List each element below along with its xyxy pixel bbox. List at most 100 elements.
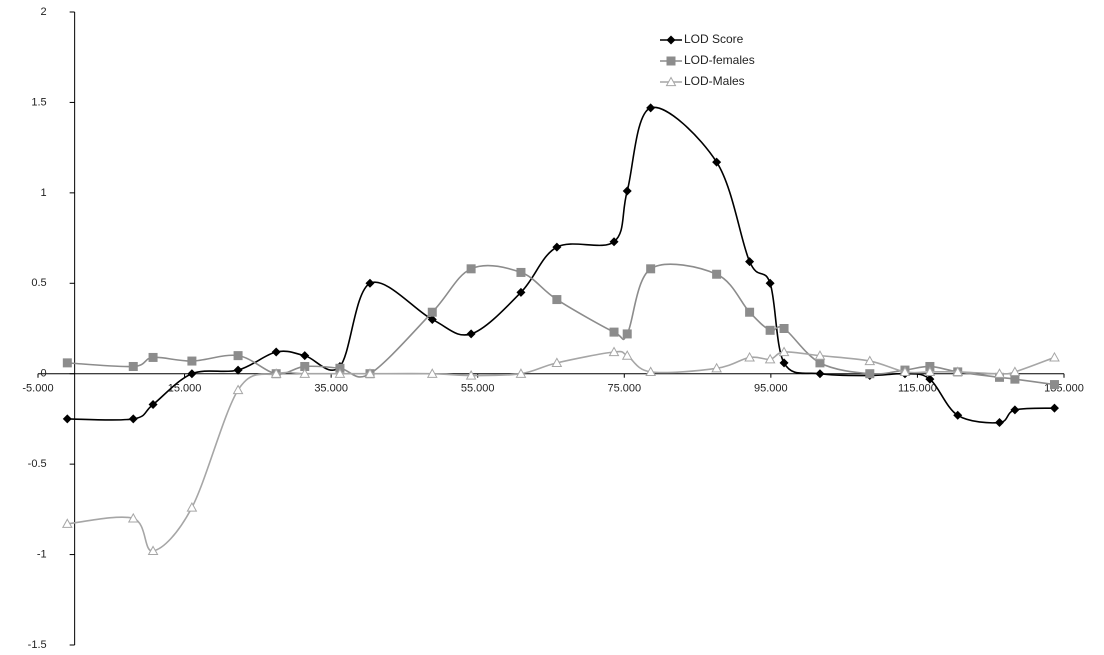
marker	[1049, 403, 1059, 413]
marker	[622, 186, 632, 196]
marker	[764, 353, 776, 364]
marker	[1010, 374, 1020, 384]
marker	[814, 350, 826, 360]
marker	[426, 368, 438, 378]
marker	[300, 361, 310, 371]
x-tick-label: 15.000	[168, 383, 202, 395]
marker	[778, 346, 790, 357]
marker	[232, 384, 244, 395]
marker	[779, 324, 789, 333]
series-line	[67, 106, 1055, 424]
marker	[186, 502, 198, 512]
marker	[515, 368, 527, 378]
marker	[62, 358, 72, 368]
marker	[646, 264, 656, 274]
marker	[148, 399, 158, 409]
marker	[271, 347, 281, 357]
marker	[427, 307, 437, 317]
marker	[516, 287, 526, 297]
marker	[62, 414, 72, 424]
marker	[608, 346, 620, 357]
y-tick-label: 0	[41, 368, 47, 380]
legend-marker	[666, 35, 676, 45]
marker	[187, 356, 197, 366]
marker	[645, 366, 657, 377]
marker	[924, 366, 936, 377]
marker	[299, 368, 311, 378]
marker	[364, 368, 376, 378]
marker	[952, 366, 964, 377]
marker	[745, 307, 755, 317]
marker	[270, 368, 282, 378]
marker	[127, 512, 139, 523]
marker	[609, 237, 619, 247]
marker	[1049, 380, 1059, 390]
marker	[995, 418, 1005, 428]
marker	[744, 351, 755, 362]
legend-label: LOD-Males	[684, 74, 745, 88]
y-tick-label: 2	[41, 6, 47, 18]
marker	[646, 103, 656, 113]
y-tick-label: 1	[41, 187, 47, 199]
legend-label: LOD Score	[684, 32, 744, 46]
marker	[1049, 351, 1060, 362]
marker	[1010, 405, 1020, 415]
x-tick-label: 35.000	[314, 383, 348, 395]
marker	[552, 242, 562, 252]
marker	[864, 355, 876, 366]
marker	[466, 264, 476, 274]
marker	[147, 545, 159, 556]
marker	[61, 518, 73, 528]
marker	[899, 366, 911, 377]
marker	[128, 414, 138, 424]
marker	[765, 278, 775, 288]
marker	[925, 374, 935, 384]
marker	[551, 357, 563, 367]
marker	[516, 267, 526, 277]
x-tick-label: 75.000	[607, 383, 641, 395]
legend-marker	[665, 76, 677, 87]
legend: LOD Score LOD-females LOD-Males	[660, 32, 755, 88]
y-tick-label: -1	[37, 548, 47, 560]
marker	[865, 369, 875, 379]
marker	[1009, 366, 1021, 377]
marker	[711, 362, 722, 373]
y-tick-label: 1.5	[31, 96, 46, 108]
marker	[712, 269, 722, 279]
marker	[466, 329, 476, 339]
marker	[233, 365, 243, 375]
marker	[465, 369, 477, 380]
marker	[815, 369, 825, 379]
x-tick-label: 115.000	[898, 383, 937, 395]
series-line	[67, 263, 1055, 386]
marker	[609, 327, 619, 337]
marker	[128, 361, 138, 371]
marker	[779, 358, 789, 368]
marker	[300, 351, 310, 361]
y-tick-label: -0.5	[28, 458, 47, 470]
y-tick-label: -1.5	[28, 639, 47, 651]
marker	[815, 358, 825, 368]
marker	[621, 350, 633, 360]
marker	[745, 257, 755, 267]
marker	[187, 369, 197, 379]
marker	[994, 368, 1005, 378]
marker	[334, 368, 346, 378]
marker	[622, 329, 632, 339]
marker	[365, 278, 375, 288]
x-tick-label: 55.000	[461, 383, 495, 395]
marker	[233, 351, 243, 361]
series-line	[67, 350, 1055, 552]
legend-marker	[666, 56, 676, 66]
y-tick-label: 0.5	[31, 277, 46, 289]
x-tick-label: -5.000	[22, 383, 53, 395]
x-tick-label: 95.000	[754, 383, 788, 395]
marker	[953, 410, 963, 420]
marker	[712, 157, 722, 167]
marker	[148, 352, 158, 362]
legend-label: LOD-females	[684, 53, 755, 67]
marker	[765, 325, 775, 335]
marker	[427, 314, 437, 324]
marker	[552, 295, 562, 305]
